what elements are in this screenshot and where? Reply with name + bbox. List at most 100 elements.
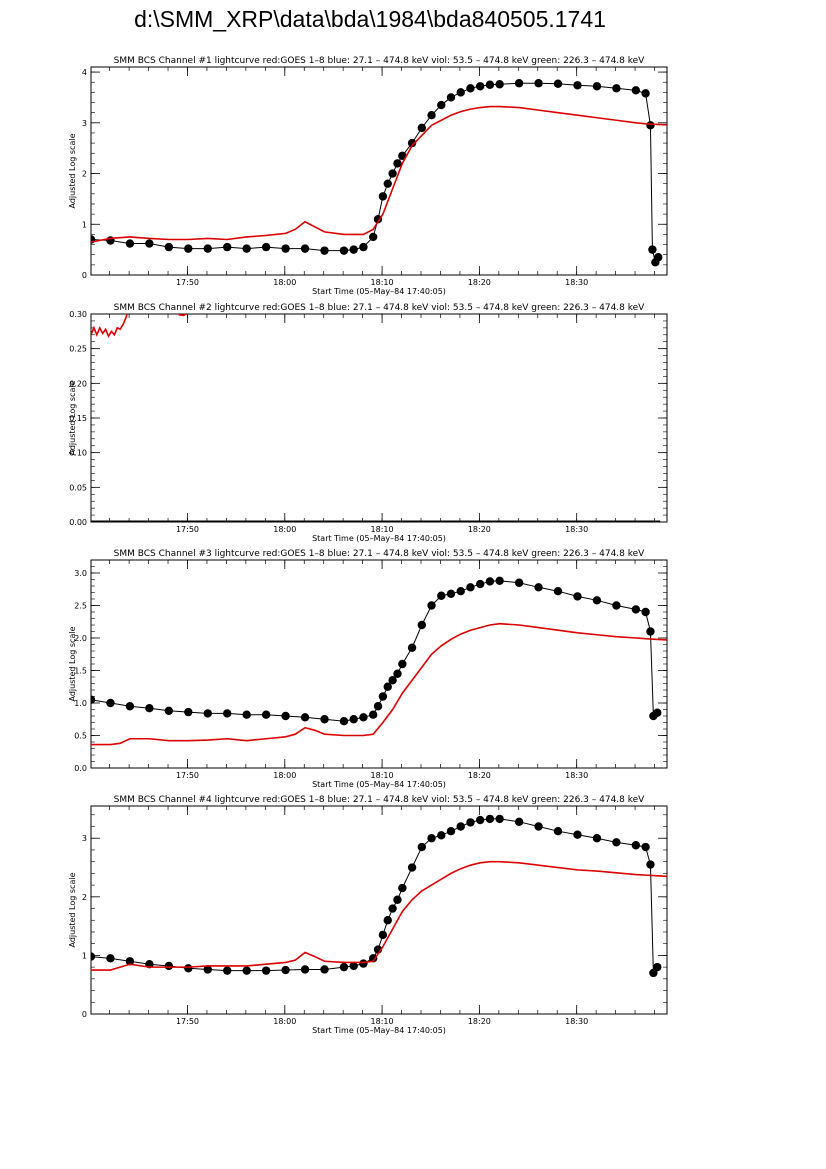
data-point	[437, 831, 446, 840]
data-point	[398, 659, 407, 669]
data-point	[339, 717, 349, 726]
data-point	[164, 242, 174, 252]
data-point	[393, 159, 402, 168]
data-point	[631, 605, 641, 614]
chart-2: SMM BCS Channel #2 lightcurve red:GOES 1…	[68, 303, 668, 543]
y-tick-label: 1.0	[74, 699, 87, 708]
y-tick-label: 1	[82, 951, 87, 960]
plot-frame	[90, 559, 668, 769]
x-tick-label: 18:20	[468, 1017, 491, 1026]
data-point	[349, 245, 358, 254]
x-tick-label: 18:10	[371, 1017, 394, 1026]
chart-4: SMM BCS Channel #4 lightcurve red:GOES 1…	[68, 795, 668, 1035]
y-tick-label: 4	[82, 68, 87, 77]
y-tick-label: 0	[82, 1010, 87, 1019]
data-point	[427, 834, 436, 843]
data-point	[514, 578, 524, 587]
data-point	[223, 709, 232, 718]
data-point	[485, 814, 495, 824]
data-point	[417, 123, 427, 133]
data-point	[378, 930, 388, 940]
data-point	[368, 232, 378, 242]
data-point	[383, 179, 392, 188]
series-group	[91, 314, 661, 522]
series-line	[91, 622, 667, 746]
page-title: d:\SMM_XRP\data\bda\1984\bda840505.1741	[134, 6, 606, 32]
data-point	[475, 579, 485, 589]
y-axis-label: Adjusted Log scale	[68, 872, 77, 947]
data-point	[631, 86, 641, 95]
data-point	[534, 822, 543, 831]
data-point	[91, 235, 96, 244]
x-axis-label: Start Time (05–May–84 17:40:05)	[312, 287, 446, 296]
data-point	[261, 966, 271, 975]
data-point	[592, 834, 602, 843]
data-point	[300, 965, 310, 974]
data-point	[495, 576, 504, 585]
y-tick-label: 3	[82, 119, 87, 128]
data-point	[612, 601, 621, 610]
x-tick-label: 18:00	[273, 1017, 296, 1026]
data-point	[164, 706, 174, 715]
data-point	[456, 88, 465, 97]
x-tick-label: 17:50	[176, 1017, 199, 1026]
data-point	[612, 838, 621, 847]
data-point	[641, 607, 650, 617]
data-point	[106, 954, 115, 963]
y-tick-label: 2.5	[74, 602, 87, 611]
x-tick-label: 18:00	[273, 278, 296, 287]
data-point	[475, 82, 485, 91]
data-point	[378, 192, 388, 201]
data-point	[514, 817, 524, 827]
x-tick-label: 17:50	[176, 771, 199, 780]
chart-3: SMM BCS Channel #3 lightcurve red:GOES 1…	[68, 549, 668, 789]
data-point	[320, 965, 329, 974]
x-tick-label: 18:20	[468, 278, 491, 287]
data-point	[388, 904, 397, 913]
x-tick-label: 18:30	[565, 525, 588, 534]
data-point	[427, 601, 436, 610]
data-point	[383, 682, 392, 691]
data-point	[456, 587, 465, 596]
x-axis-label: Start Time (05–May–84 17:40:05)	[312, 1026, 446, 1035]
data-point	[495, 80, 504, 89]
data-point	[203, 244, 212, 253]
x-tick-label: 17:50	[176, 525, 199, 534]
series-line	[91, 580, 658, 722]
data-point	[281, 711, 290, 721]
data-point	[592, 82, 602, 91]
y-tick-label: 3	[82, 834, 87, 843]
data-point	[398, 151, 407, 160]
x-tick-label: 18:10	[371, 771, 394, 780]
data-point	[349, 715, 358, 724]
series-group	[91, 576, 667, 746]
chart-1: SMM BCS Channel #1 lightcurve red:GOES 1…	[68, 56, 668, 296]
chart-title: SMM BCS Channel #2 lightcurve red:GOES 1…	[114, 303, 646, 313]
chart-title: SMM BCS Channel #3 lightcurve red:GOES 1…	[114, 549, 646, 559]
y-tick-label: 2.0	[74, 634, 87, 643]
y-tick-label: 0.5	[74, 732, 87, 741]
data-point	[91, 695, 96, 704]
data-point	[407, 863, 417, 872]
data-point	[553, 587, 563, 596]
data-point	[281, 965, 290, 975]
data-point	[281, 244, 290, 253]
data-point	[184, 244, 193, 253]
series-line	[91, 314, 128, 338]
x-axis-label: Start Time (05–May–84 17:40:05)	[312, 534, 446, 543]
series-line	[178, 314, 189, 317]
data-point	[349, 961, 358, 971]
y-tick-label: 1.5	[74, 667, 87, 676]
data-point	[164, 961, 174, 971]
data-point	[184, 964, 193, 973]
y-tick-label: 2	[82, 893, 87, 902]
x-tick-label: 18:20	[468, 525, 491, 534]
data-point	[91, 952, 96, 961]
data-point	[223, 242, 232, 252]
chart-title: SMM BCS Channel #4 lightcurve red:GOES 1…	[114, 795, 646, 805]
data-point	[437, 100, 446, 110]
data-point	[446, 589, 456, 598]
data-point	[368, 954, 378, 963]
x-tick-label: 18:30	[565, 1017, 588, 1026]
data-point	[407, 643, 417, 652]
